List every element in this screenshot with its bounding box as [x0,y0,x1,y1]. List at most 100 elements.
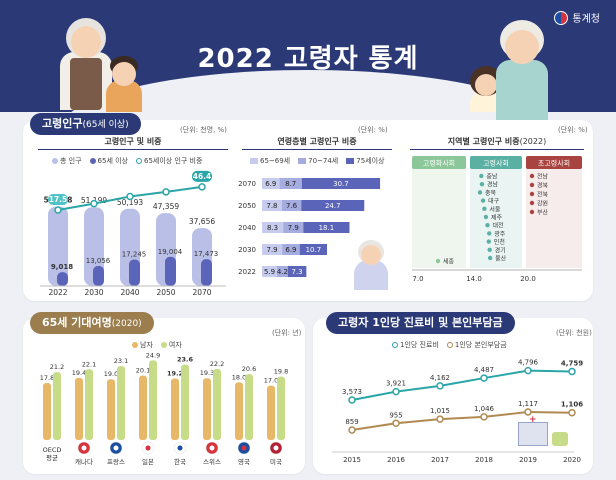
agency-logo: 통계청 [554,10,600,25]
bar-value-label: 19.4 [72,369,86,377]
elderly-pop-label: 19,004 [158,248,183,256]
elderly-pop-label: 17,245 [122,250,147,258]
money-icon [552,432,568,446]
region-dot [479,182,485,187]
age-segment [301,178,381,189]
total-pop-label: 47,359 [153,202,179,211]
panel2-unit: (단위: 년) [272,329,302,337]
female-bar [245,374,253,440]
group-label: 고령사회 [483,159,509,168]
panel1-unit: (단위: 천명, %) [180,126,227,134]
group-header [412,156,466,169]
elderly-pop-label: 17,473 [194,250,219,258]
region-dot [482,206,487,211]
age-segment-label: 6.9 [285,246,296,254]
bar-value-label: 21.2 [50,363,64,371]
panel1-unit2: (단위: %) [358,126,388,134]
flag-icon-detail [209,445,215,451]
medical-cost-point [480,374,488,382]
bar-value-label: 22.2 [210,360,224,368]
elderly-pop-bar [201,259,212,286]
region-dot [529,209,535,215]
x-tick-label: 2017 [431,456,449,464]
elderly-pop-label: 13,056 [86,257,111,265]
flag-icon-detail [145,445,151,451]
x-tick-label: 일본 [142,457,154,466]
copay-point [568,408,576,417]
region-dot [487,255,493,261]
female-bar [181,364,189,440]
bar-value-label: 19.3 [200,369,214,377]
share-label-bg [48,194,68,205]
medical-cost-label: 4,759 [561,360,583,368]
x-tick-label: 7.0 [412,275,423,283]
male-bar [107,379,115,440]
legend-65-69: 65~69세 [250,156,290,166]
flag-icon-detail [273,445,279,451]
medical-cost-point [436,382,444,390]
region-label: 제주 [491,214,503,222]
y-tick-label: 2030 [238,246,256,254]
x-tick-label: 2018 [475,456,493,464]
chart1-legend: 총 인구 65세 이상 65세이상 인구 비중 [52,156,202,166]
medical-cost-line-chart: 3,573 859 2015 3,921 955 2016 4,162 1,015 2017 4,… [332,359,583,464]
bar-value-label: 22.1 [82,360,96,368]
medical-cost-label: 3,573 [342,388,362,396]
panel1-unit3: (단위: %) [558,126,588,134]
region-label: 전북 [537,191,549,199]
bar-value-label: 19.0 [104,370,118,378]
region-label: 광주 [494,231,506,238]
copay-label: 1,015 [430,407,450,415]
bar-value-label: 23.6 [177,355,194,363]
x-tick-label: OECD [43,446,62,454]
region-dot [529,182,535,188]
region-dot [479,173,484,179]
age-segment [262,200,282,211]
age-segment [262,244,283,255]
age-segment [277,266,288,277]
x-tick-label: 2050 [156,288,175,296]
region-label: 대전 [492,222,503,230]
region-label: 부산 [537,209,549,217]
copay-point [524,408,532,416]
share-label: 46.4 [193,172,212,181]
legend-75plus: 75세이상 [346,156,384,166]
chart4-legend: 남자 여자 [132,340,182,350]
x-tick-label: 2020 [563,456,581,464]
region-label: 울산 [495,255,507,263]
copay-label: 1,106 [561,401,583,409]
legend-male: 남자 [132,340,153,350]
total-pop-label: 50,193 [117,198,143,207]
bar-value-label: 19.8 [274,368,288,376]
x-tick-label: 2070 [192,288,211,296]
bar-value-label: 17.8 [40,374,54,382]
region-dot [486,239,491,244]
region-label: 대구 [488,197,500,205]
elderly-pop-bar [93,265,104,286]
age-segment-label: 7.6 [286,202,298,210]
share-label-bg [192,170,212,182]
elderly-man-illustration [352,240,390,290]
age-segment [282,244,300,255]
male-bar [203,378,211,440]
panel3-title: 고령자 1인당 진료비 및 본인부담금 [326,312,515,334]
group-band [526,156,582,268]
x-tick-label: 14.0 [466,275,482,283]
copay-label: 1,117 [518,400,538,408]
male-bar [43,383,51,440]
age-segment [303,222,350,233]
x-tick-label: 스위스 [203,458,221,466]
elderly-pop-bar [57,272,68,286]
legend-medical-cost: 1인당 진료비 [392,340,439,350]
flag-icon-detail [81,445,87,451]
region-label: 경북 [537,183,549,190]
x-tick-label: 캐나다 [75,457,93,466]
region-dot [485,223,490,228]
age-segment-label: 30.7 [333,180,349,188]
copay-point [392,419,400,428]
female-bar [53,372,61,440]
region-dot [529,200,535,206]
bar-value-label: 23.1 [114,357,128,365]
age-segment [262,178,280,189]
